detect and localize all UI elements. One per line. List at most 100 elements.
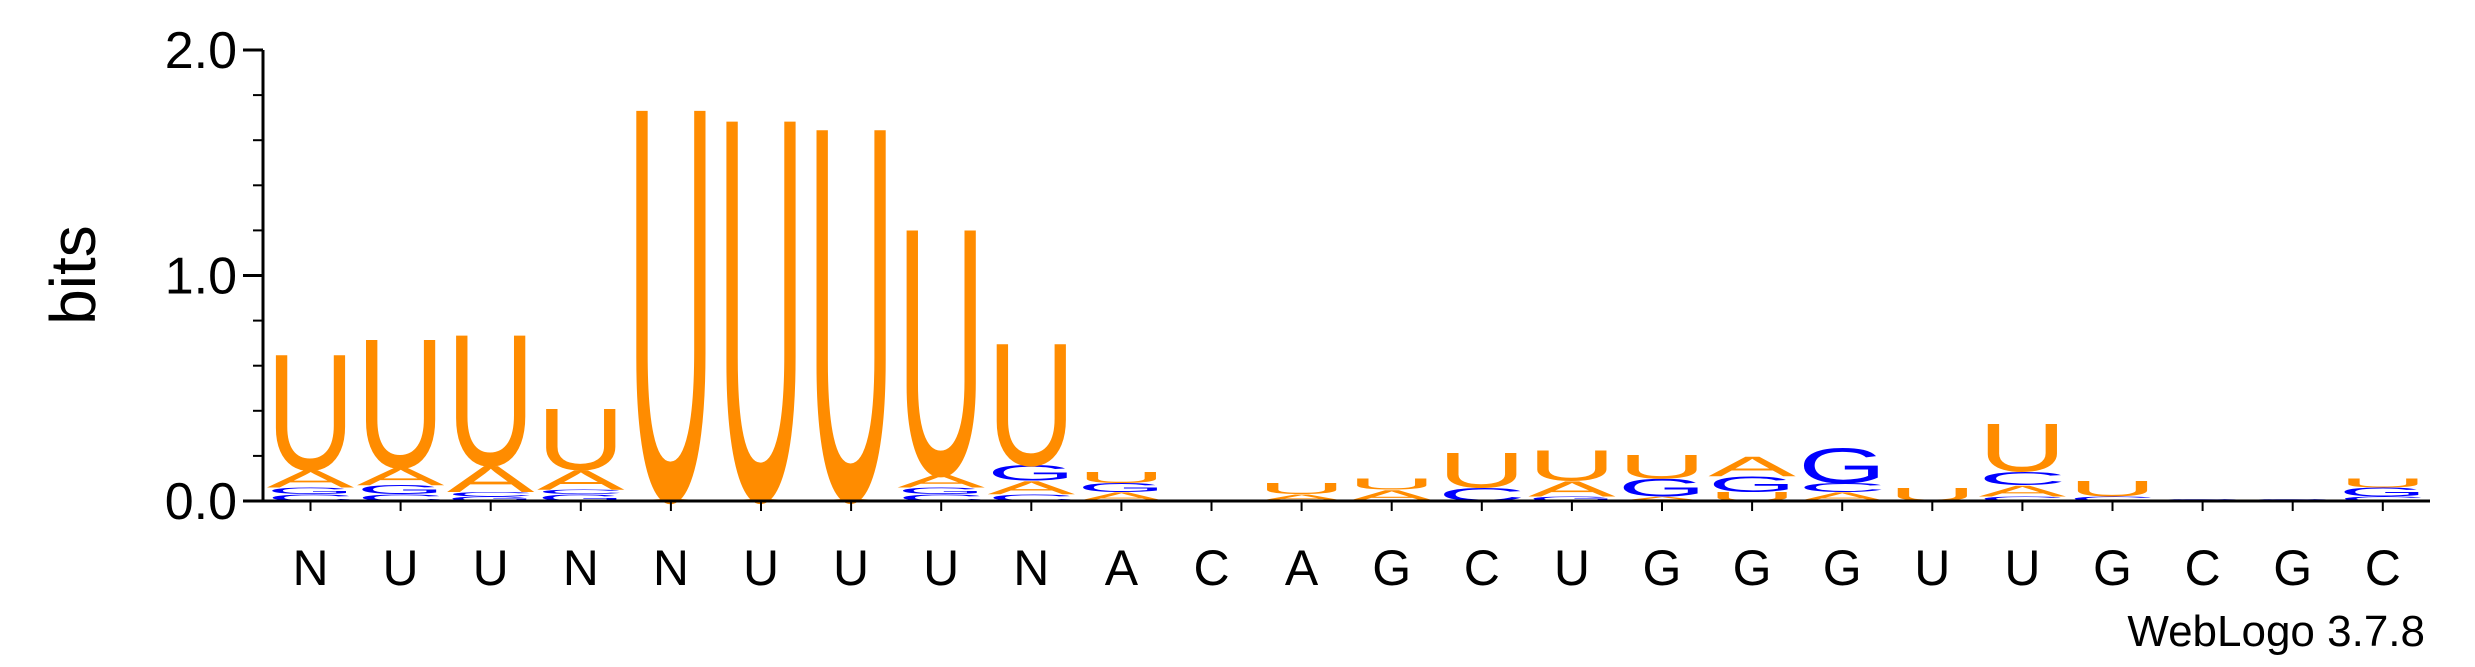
logo-glyph-A: A	[267, 465, 355, 493]
logo-glyph-C: C	[1978, 468, 2066, 489]
logo-glyph-letter: U	[1618, 447, 1706, 485]
logo-glyph-U: U	[357, 301, 445, 508]
logo-glyph-U: U	[987, 307, 1075, 503]
logo-glyph-U: U	[537, 391, 625, 488]
logo-glyph-G: G	[1528, 495, 1616, 502]
y-axis-label: bits	[37, 225, 109, 325]
logo-glyph-letter: A	[897, 470, 985, 491]
logo-glyph-letter: U	[1978, 409, 2066, 486]
logo-glyph-stacks: CGAUCGAUGCAUGCAUAUAUAUCGAUCAGUAGUAUAUCUG…	[266, 0, 2426, 619]
logo-glyph-letter: G	[987, 461, 1075, 485]
logo-glyph-A: A	[1979, 482, 2067, 500]
logo-glyph-C: C	[267, 493, 355, 503]
logo-glyph-letter: U	[266, 319, 354, 505]
x-tick-label: C	[2365, 540, 2401, 596]
logo-glyph-C: C	[2339, 495, 2427, 502]
logo-glyph-U: U	[1618, 447, 1706, 485]
logo-glyph-A: A	[1708, 451, 1796, 482]
logo-glyph-letter: U	[1077, 469, 1165, 486]
x-tick-label: G	[1643, 540, 1682, 596]
logo-glyph-letter: C	[267, 493, 355, 503]
logo-glyph-U: U	[1438, 442, 1526, 498]
logo-glyph-G: G	[357, 483, 445, 497]
logo-glyph-G: G	[1798, 438, 1886, 494]
logo-glyph-C: C	[897, 493, 985, 503]
logo-glyph-letter: C	[1978, 468, 2066, 489]
weblogo-credit: WebLogo 3.7.8	[2127, 607, 2425, 656]
x-tick-label: N	[292, 540, 328, 596]
logo-glyph-letter: G	[1077, 481, 1165, 495]
logo-glyph-letter: U	[537, 391, 625, 488]
logo-glyph-letter: G	[2339, 485, 2427, 499]
logo-glyph-letter: C	[537, 489, 625, 496]
logo-glyph-G: G	[447, 495, 535, 502]
logo-glyph-U: U	[1528, 441, 1616, 490]
logo-glyph-letter: A	[1528, 477, 1616, 501]
logo-glyph-C: C	[987, 493, 1075, 503]
x-tick-label: N	[563, 540, 599, 596]
logo-glyph-letter: A	[447, 459, 535, 501]
logo-glyph-letter: U	[357, 301, 445, 508]
logo-glyph-letter: A	[1708, 451, 1796, 482]
logo-glyph-G: G	[2339, 485, 2427, 499]
logo-glyph-U: U	[807, 15, 895, 613]
x-tick-label: G	[1823, 540, 1862, 596]
x-tick-label: U	[383, 540, 419, 596]
logo-glyph-U: U	[266, 319, 354, 505]
logo-glyph-letter: C	[1978, 495, 2066, 502]
logo-glyph-letter: G	[537, 493, 625, 504]
logo-glyph-letter: A	[1258, 493, 1346, 503]
logo-glyph-letter: C	[987, 493, 1075, 503]
x-tick-label: G	[1733, 540, 1772, 596]
logo-glyph-letter: U	[1438, 442, 1526, 498]
logo-glyph-letter: C	[357, 493, 445, 503]
x-tick-label: U	[923, 540, 959, 596]
logo-glyph-U: U	[717, 5, 805, 617]
logo-glyph-letter: G	[1798, 438, 1886, 494]
logo-glyph-C: C	[2068, 495, 2156, 502]
x-tick-label: C	[1193, 540, 1229, 596]
y-tick-label: 1.0	[165, 248, 237, 306]
logo-glyph-letter: G	[447, 495, 535, 502]
logo-glyph-A: A	[1258, 493, 1346, 503]
y-tick-label: 2.0	[165, 22, 237, 80]
logo-glyph-C: C	[537, 489, 625, 496]
logo-glyph-letter: A	[1618, 495, 1706, 502]
logo-glyph-letter: G	[1708, 472, 1796, 496]
logo-glyph-U: U	[1258, 480, 1346, 497]
logo-glyph-U: U	[1348, 476, 1436, 493]
x-tick-label: U	[473, 540, 509, 596]
x-tick-label: A	[1105, 540, 1139, 596]
logo-glyph-letter: G	[267, 486, 355, 497]
logo-glyph-letter: G	[897, 486, 985, 497]
x-tick-label: U	[2004, 540, 2040, 596]
logo-glyph-C: C	[357, 493, 445, 503]
logo-glyph-letter: C	[897, 493, 985, 503]
x-tick-label: C	[1464, 540, 1500, 596]
logo-glyph-G: G	[987, 461, 1075, 485]
x-tick-label: N	[1013, 540, 1049, 596]
y-tick-label: 0.0	[165, 473, 237, 531]
logo-glyph-G: G	[537, 493, 625, 504]
logo-glyph-letter: U	[447, 295, 535, 505]
logo-glyph-letter: U	[717, 5, 805, 617]
x-tick-label: N	[653, 540, 689, 596]
logo-glyph-letter: G	[1618, 474, 1706, 502]
logo-glyph-letter: U	[2069, 477, 2157, 502]
y-axis-ticks: 0.0 1.0 2.0	[165, 22, 263, 531]
logo-glyph-G: G	[1708, 472, 1796, 496]
logo-glyph-letter: A	[267, 465, 355, 493]
logo-glyph-U: U	[447, 295, 535, 505]
logo-glyph-letter: C	[1798, 481, 1886, 495]
logo-glyph-U: U	[1077, 469, 1165, 486]
logo-glyph-C: C	[447, 491, 535, 498]
logo-glyph-A: A	[897, 470, 985, 491]
logo-glyph-letter: U	[627, 0, 715, 619]
logo-glyph-letter: C	[2068, 495, 2156, 502]
logo-glyph-letter: A	[1979, 482, 2067, 500]
logo-glyph-U: U	[897, 154, 985, 550]
x-tick-label: A	[1285, 540, 1319, 596]
logo-glyph-letter: U	[897, 154, 985, 550]
logo-glyph-G: G	[1618, 474, 1706, 502]
